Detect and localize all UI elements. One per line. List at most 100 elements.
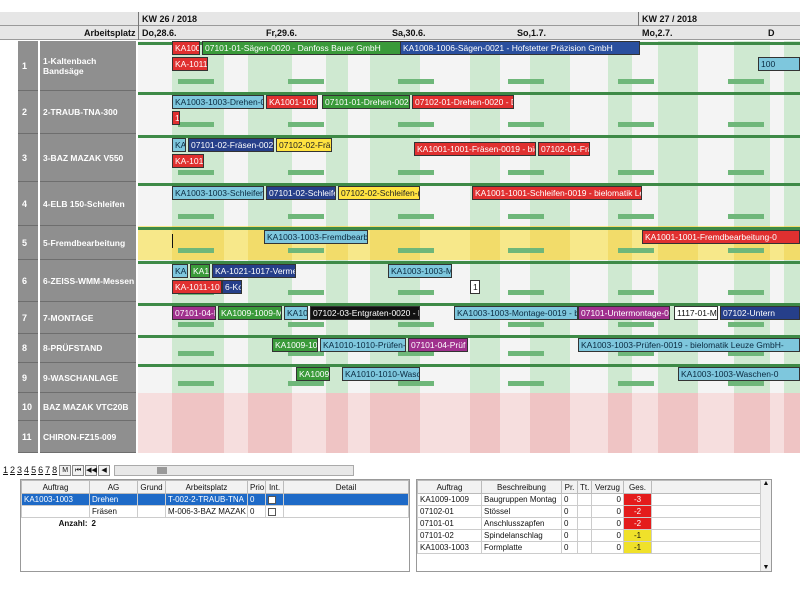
table-row[interactable]: KA1003-1003 Drehen T-002-2-TRAUB-TNA 0 (21, 493, 409, 506)
column-header[interactable]: Auftrag (21, 480, 90, 494)
vertical-scrollbar[interactable]: ▲ ▼ (760, 480, 771, 571)
page-link[interactable]: 7 (45, 465, 51, 475)
task-bar[interactable]: 07102-01-Drehen-0020 - D (412, 95, 514, 109)
row-resource-name[interactable]: 2-TRAUB-TNA-300 (40, 91, 136, 134)
row-resource-name[interactable]: 8-PRÜFSTAND (40, 334, 136, 363)
int-checkbox[interactable] (268, 507, 276, 516)
task-bar[interactable]: KA1010-1010-Prüfen-0 (320, 338, 406, 352)
row-resource-name[interactable]: 1-Kaltenbach Bandsäge (40, 41, 136, 91)
task-bar[interactable]: 07102-02-Frä (276, 138, 332, 152)
row-resource-name[interactable]: CHIRON-FZ15-009 (40, 421, 136, 453)
pager-nav-button[interactable]: ◀ (98, 465, 111, 476)
task-bar[interactable]: KA1003-1003-Me (388, 264, 452, 278)
column-header[interactable]: Verzug (591, 480, 624, 494)
row-lane[interactable]: KA1003-1003-Schleifen- 07101-02-Schleife 0… (138, 182, 800, 226)
task-bar[interactable]: 6-Kor (222, 280, 242, 294)
row-lane[interactable]: KA1003-1003-Fremdbearb KA1001-1001-Fremdb… (138, 226, 800, 260)
table-row[interactable]: Fräsen M-006-3-BAZ MAZAK 0 (21, 505, 409, 518)
task-bar[interactable]: 100 (758, 57, 800, 71)
int-checkbox[interactable] (268, 495, 276, 504)
column-header[interactable]: Arbeitsplatz (165, 480, 248, 494)
task-bar[interactable]: KA-1011-10 (172, 280, 222, 294)
task-bar[interactable]: 07101-04-Prüf (408, 338, 468, 352)
task-bar[interactable]: 07101-02-Schleife (266, 186, 336, 200)
task-bar[interactable]: KA1001-100 (266, 95, 318, 109)
row-resource-name[interactable]: 7-MONTAGE (40, 302, 136, 334)
page-link[interactable]: 6 (38, 465, 44, 475)
page-link[interactable]: 2 (10, 465, 16, 475)
task-bar[interactable]: KA1001-1001-Fräsen-0019 - biel (414, 142, 536, 156)
column-header[interactable]: Prio (247, 480, 266, 494)
row-lane[interactable]: 07101-04-I KA1009-1009-Mo KA10 07102-03-Ent… (138, 302, 800, 334)
task-bar[interactable]: 07102-02-Schleifen-( (338, 186, 420, 200)
task-bar[interactable]: KA1009 (296, 367, 330, 381)
task-bar[interactable]: KA-101 (172, 154, 204, 168)
task-bar[interactable]: KA1001-1001-Schleifen-0019 - bielomatik … (472, 186, 642, 200)
task-bar[interactable]: KA1008-1006-Sägen-0021 - Hofstetter Präz… (400, 41, 640, 55)
task-bar[interactable]: 07102-01-Frä (538, 142, 590, 156)
row-lane[interactable] (138, 421, 800, 453)
task-bar[interactable]: 07102-03-Entgraten-0020 - D (310, 306, 420, 320)
task-bar[interactable]: KA1009-10 (272, 338, 318, 352)
row-resource-name[interactable]: BAZ MAZAK VTC20B (40, 393, 136, 421)
task-bar[interactable]: KA1003-1003-Montage-0019 - bi (454, 306, 578, 320)
row-lane[interactable] (138, 393, 800, 421)
task-bar[interactable]: KA (172, 138, 186, 152)
task-bar[interactable]: KA1 (190, 264, 210, 278)
task-bar[interactable]: KA10 (284, 306, 308, 320)
column-header[interactable]: Pr. (561, 480, 578, 494)
task-bar[interactable]: KA1009-1009-Mo (218, 306, 282, 320)
page-link[interactable]: 5 (31, 465, 37, 475)
column-header[interactable]: Beschreibung (481, 480, 562, 494)
column-header[interactable]: Int. (265, 480, 284, 494)
row-resource-name[interactable]: 6-ZEISS-WMM-Messen (40, 260, 136, 302)
gantt-chart[interactable]: KW 26 / 2018 KW 27 / 2018 Arbeitsplatz D… (0, 0, 800, 462)
task-bar[interactable]: KA1010-1010-Wasc (342, 367, 420, 381)
column-header[interactable]: Auftrag (417, 480, 482, 494)
row-lane[interactable]: KA 07101-02-Fräsen-002(07102-02-Frä KA1001… (138, 134, 800, 182)
page-link[interactable]: 4 (24, 465, 30, 475)
row-lane[interactable]: KA1003-1003-Drehen-00 KA1001-100 07101-01-… (138, 91, 800, 134)
page-link[interactable]: 8 (52, 465, 58, 475)
task-bar[interactable]: KA1003-1003-Schleifen- (172, 186, 264, 200)
page-link[interactable]: 1 (3, 465, 9, 475)
task-bar[interactable]: KA1001- (172, 41, 200, 55)
task-bar[interactable]: 07102-Untern (720, 306, 800, 320)
scroll-up-icon[interactable]: ▲ (762, 480, 770, 487)
table-row[interactable]: 07102-01 Stössel 0 0 -2 (417, 505, 761, 518)
task-bar[interactable]: 07101-Untermontage-00 (578, 306, 670, 320)
row-resource-name[interactable]: 4-ELB 150-Schleifen (40, 182, 136, 226)
row-resource-name[interactable]: 9-WASCHANLAGE (40, 363, 136, 393)
task-bar[interactable]: KA1 (172, 264, 188, 278)
column-header[interactable]: Grund (137, 480, 166, 494)
task-bar[interactable]: KA1003-1003-Fremdbearb (264, 230, 368, 244)
task-bar[interactable]: 1117-01-M (674, 306, 718, 320)
task-bar[interactable]: KA-1021-1017-Vermes (212, 264, 296, 278)
horizontal-scrollbar[interactable] (114, 464, 355, 476)
task-bar[interactable]: KA1003-1003-Waschen-0 (678, 367, 800, 381)
task-bar[interactable]: 1' (172, 111, 180, 125)
row-lane[interactable]: KA1KA1KA-1021-1017-VermesKA1003-1003-MeK… (138, 260, 800, 302)
task-bar[interactable]: 07101-02-Fräsen-002( (188, 138, 274, 152)
task-bar[interactable]: 1 (470, 280, 480, 294)
task-bar[interactable]: 07101-01-Drehen-002 (322, 95, 410, 109)
pager-nav-button[interactable]: ◀◀ (85, 465, 98, 476)
row-lane[interactable]: KA1009-10 KA1010-1010-Prüfen-0 07101-04-Pr… (138, 334, 800, 363)
row-resource-name[interactable]: 3-BAZ MAZAK V550 (40, 134, 136, 182)
scroll-thumb[interactable] (157, 466, 168, 474)
task-bar[interactable]: 07101-01-Sägen-0020 - Danfoss Bauer GmbH (202, 41, 430, 55)
column-header[interactable]: AG (89, 480, 138, 494)
task-bar[interactable]: 07101-04-I (172, 306, 216, 320)
page-link[interactable]: 3 (17, 465, 23, 475)
task-bar[interactable]: KA1003-1003-Prüfen-0019 - bielomatik Leu… (578, 338, 800, 352)
row-resource-name[interactable]: 5-Fremdbearbeitung (40, 226, 136, 260)
table-row[interactable]: 07101-02 Spindelanschlag 0 0 -1 (417, 529, 761, 542)
table-row[interactable]: KA1009-1009 Baugruppen Montag 0 0 -3 (417, 493, 761, 506)
task-bar[interactable]: KA1003-1003-Drehen-00 (172, 95, 264, 109)
row-lane[interactable]: KA1009 KA1010-1010-Wasc KA1003-1003-Wasche… (138, 363, 800, 393)
pager-nav-button[interactable]: M (59, 465, 72, 476)
table-row[interactable]: 07101-01 Anschlusszapfen 0 0 -2 (417, 517, 761, 530)
task-bar[interactable]: KA-1011- (172, 57, 208, 71)
row-lane[interactable]: KA1001-07101-01-Sägen-0020 - Danfoss Bau… (138, 41, 800, 91)
column-header[interactable]: Tt. (577, 480, 592, 494)
